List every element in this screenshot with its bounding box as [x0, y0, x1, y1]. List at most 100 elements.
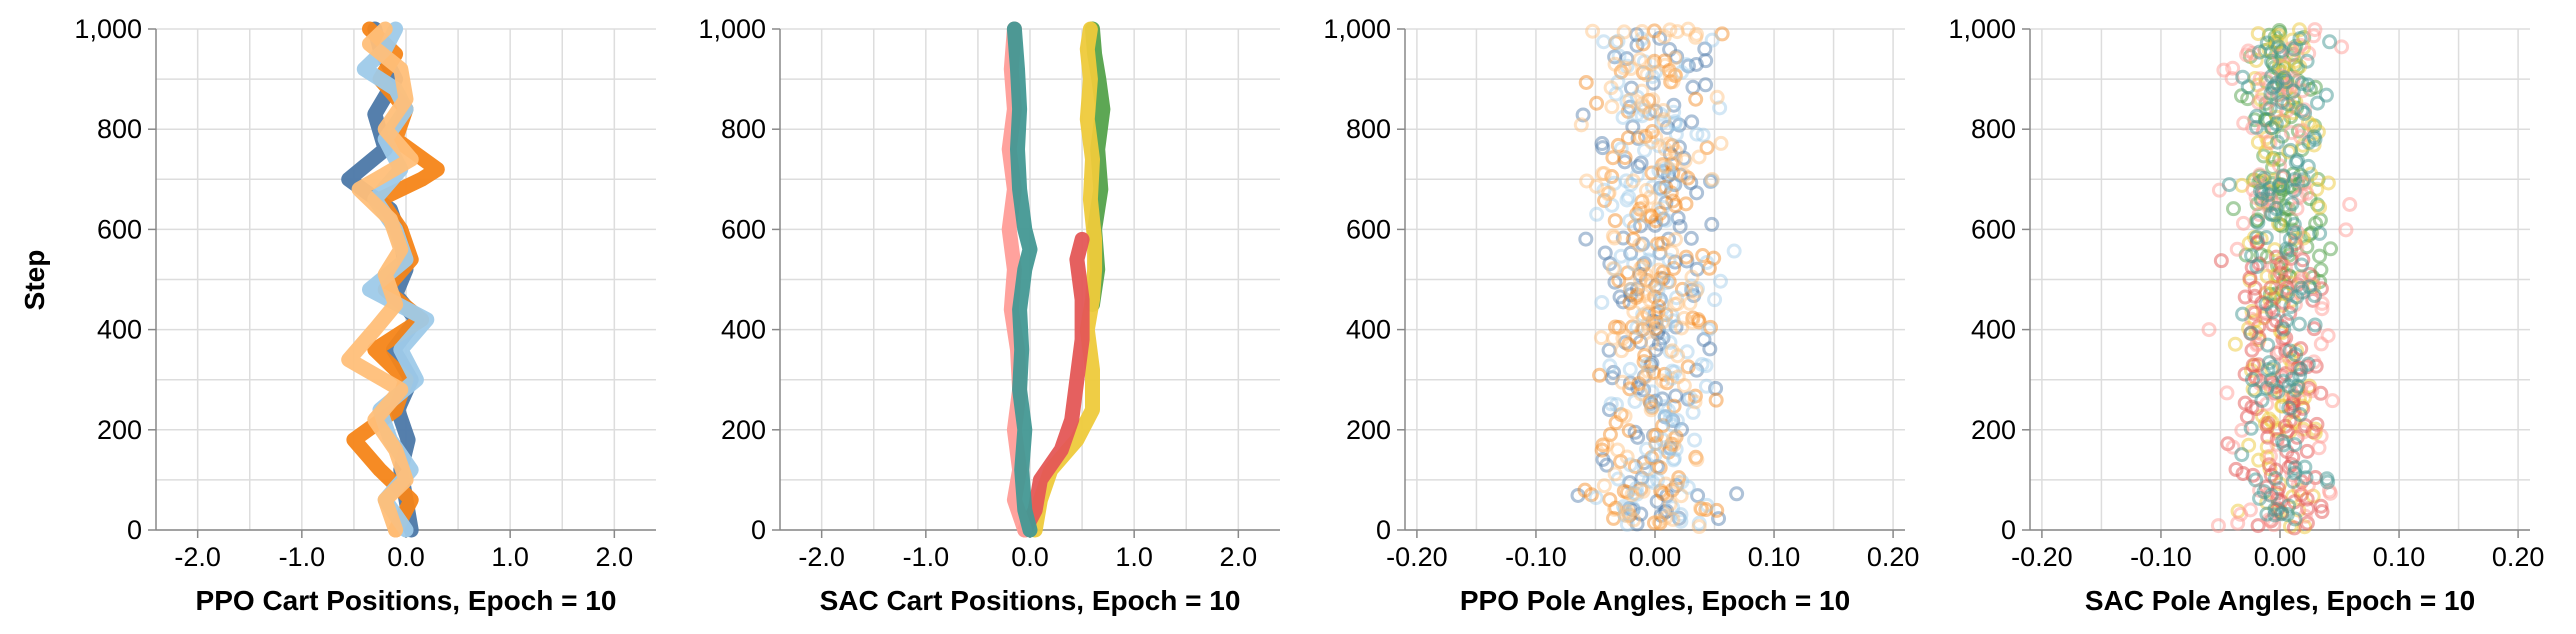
data-point [1664, 370, 1680, 386]
data-point [1662, 496, 1678, 512]
data-point [1594, 294, 1610, 310]
data-point [1709, 89, 1725, 105]
data-point [1671, 117, 1687, 133]
data-point [1647, 217, 1663, 233]
data-point [1665, 176, 1681, 192]
data-point [1656, 112, 1672, 128]
data-point [1691, 314, 1707, 330]
data-point [1619, 93, 1635, 109]
data-point [1667, 364, 1683, 380]
data-point [1633, 506, 1649, 522]
data-point [1619, 51, 1635, 67]
data-point [1666, 104, 1682, 120]
data-point [1653, 483, 1669, 499]
data-point [1633, 386, 1649, 402]
data-point [1596, 166, 1612, 182]
data-point [1684, 314, 1700, 330]
data-point [2274, 94, 2290, 110]
data-point [1655, 418, 1671, 434]
data-point [1630, 208, 1646, 224]
data-point [2301, 45, 2317, 61]
data-point [1643, 209, 1659, 225]
chart-panel-2: 0 200 400 600 800 1,000 -2.0 -1.0 0.0 1.0 2.0 SAC C… [698, 14, 1280, 616]
data-point [1689, 281, 1705, 297]
data-point [1655, 236, 1671, 252]
data-point [1649, 458, 1665, 474]
data-point [2216, 62, 2232, 78]
data-point [1729, 486, 1745, 502]
data-point [1641, 320, 1657, 336]
data-point [1645, 179, 1661, 195]
data-point [1660, 160, 1676, 176]
data-point [1619, 508, 1635, 524]
data-point [1619, 484, 1635, 500]
data-point [1644, 124, 1660, 140]
data-point [1599, 457, 1615, 473]
data-point [1669, 296, 1685, 312]
data-point [1615, 230, 1631, 246]
data-point [1686, 288, 1702, 304]
data-point [2295, 284, 2311, 300]
data-point [1693, 500, 1709, 516]
data-point [1652, 291, 1668, 307]
data-point [1685, 79, 1701, 95]
data-point [1690, 488, 1706, 504]
data-point [2296, 172, 2312, 188]
data-point [1640, 363, 1656, 379]
data-point [1659, 488, 1675, 504]
data-point [1601, 185, 1617, 201]
data-point [1618, 173, 1634, 189]
data-point [1665, 74, 1681, 90]
data-point [1698, 77, 1714, 93]
data-point [1650, 325, 1666, 341]
data-point [1673, 488, 1689, 504]
data-point [2248, 472, 2264, 488]
data-point [1577, 482, 1593, 498]
data-point [1588, 178, 1604, 194]
data-point [1652, 515, 1668, 531]
data-point [1713, 135, 1729, 151]
data-point [1664, 436, 1680, 452]
y-tick-label: 800 [97, 114, 142, 144]
x-tick-label: -2.0 [174, 542, 221, 572]
data-point [1683, 175, 1699, 191]
x-tick-label: 0.20 [1867, 542, 1920, 572]
data-point [1708, 380, 1724, 396]
data-point [1635, 307, 1651, 323]
data-point [1634, 108, 1650, 124]
data-point [1689, 126, 1705, 142]
data-point [1624, 282, 1640, 298]
data-point [1646, 23, 1662, 39]
data-point [2237, 395, 2253, 411]
data-point [1651, 138, 1667, 154]
data-point [1655, 330, 1671, 346]
data-point [1650, 283, 1666, 299]
data-point [1621, 189, 1637, 205]
x-tick-label: 0.10 [1748, 542, 1801, 572]
data-point [2258, 230, 2274, 246]
data-point [1663, 74, 1679, 90]
data-point [1648, 213, 1664, 229]
data-point [2314, 301, 2330, 317]
data-point [1658, 179, 1674, 195]
data-point [2237, 289, 2253, 305]
x-tick-label: 2.0 [1220, 542, 1258, 572]
data-point [1601, 402, 1617, 418]
data-point [1665, 165, 1681, 181]
data-point [1639, 67, 1655, 83]
data-point [1622, 457, 1638, 473]
data-point [1648, 427, 1664, 443]
data-point [1634, 322, 1650, 338]
y-tick-label: 400 [1971, 315, 2016, 345]
data-point [1688, 91, 1704, 107]
data-point [1636, 54, 1652, 70]
y-tick-label: 600 [97, 214, 142, 244]
data-point [2294, 103, 2310, 119]
data-point [1643, 395, 1659, 411]
data-point [1658, 476, 1674, 492]
data-point [1678, 57, 1694, 73]
data-point [1672, 218, 1688, 234]
data-point [1652, 245, 1668, 261]
data-point [1639, 182, 1655, 198]
data-point [2243, 325, 2259, 341]
